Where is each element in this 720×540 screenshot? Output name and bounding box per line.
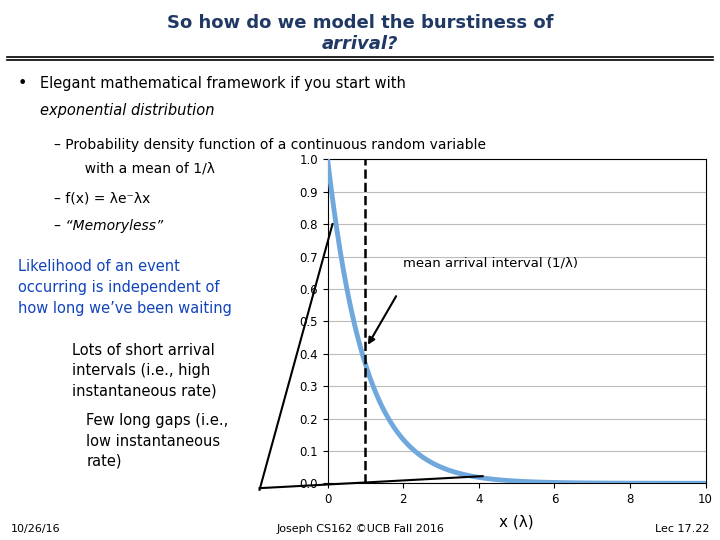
Text: with a mean of 1/λ: with a mean of 1/λ bbox=[76, 162, 215, 176]
Text: Elegant mathematical framework if you start with: Elegant mathematical framework if you st… bbox=[40, 76, 405, 91]
Text: – Probability density function of a continuous random variable: – Probability density function of a cont… bbox=[54, 138, 486, 152]
Text: exponential distribution: exponential distribution bbox=[40, 103, 214, 118]
Text: •: • bbox=[18, 76, 27, 91]
Text: mean arrival interval (1/λ): mean arrival interval (1/λ) bbox=[403, 256, 578, 269]
Text: – f(x) = λe⁻λx: – f(x) = λe⁻λx bbox=[54, 192, 150, 206]
Text: Few long gaps (i.e.,
low instantaneous
rate): Few long gaps (i.e., low instantaneous r… bbox=[86, 413, 229, 469]
X-axis label: x (λ): x (λ) bbox=[499, 515, 534, 529]
Text: So how do we model the burstiness of: So how do we model the burstiness of bbox=[167, 14, 553, 31]
Text: arrival?: arrival? bbox=[322, 35, 398, 53]
Text: Lots of short arrival
intervals (i.e., high
instantaneous rate): Lots of short arrival intervals (i.e., h… bbox=[72, 343, 217, 399]
Text: 10/26/16: 10/26/16 bbox=[11, 523, 60, 534]
Text: Lec 17.22: Lec 17.22 bbox=[654, 523, 709, 534]
Text: – “Memoryless”: – “Memoryless” bbox=[54, 219, 163, 233]
Text: Joseph CS162 ©UCB Fall 2016: Joseph CS162 ©UCB Fall 2016 bbox=[276, 523, 444, 534]
Text: Likelihood of an event
occurring is independent of
how long we’ve been waiting: Likelihood of an event occurring is inde… bbox=[18, 259, 232, 316]
